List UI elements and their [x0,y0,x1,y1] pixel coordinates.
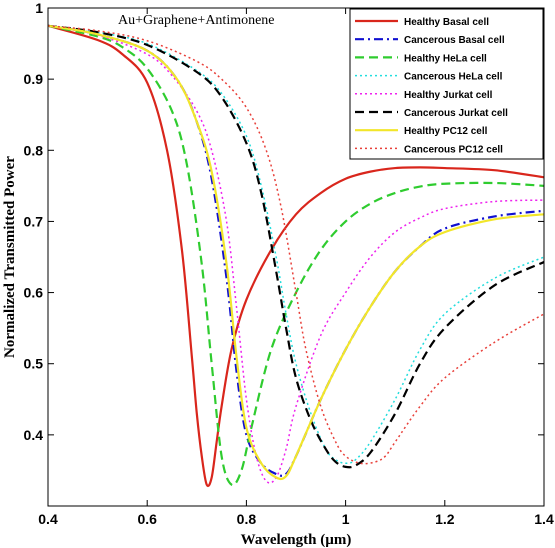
y-tick-label: 1 [35,0,43,16]
plot-frame [47,7,545,507]
series-line-6 [48,24,544,469]
x-tick-label: 1 [342,511,350,527]
series-line-3 [48,24,544,487]
legend-label-6: Cancerous Jurkat cell [404,108,508,119]
legend-label-8: Cancerous PC12 cell [404,144,503,155]
series-line-5 [48,25,544,484]
x-tick-label: 0.8 [237,511,257,527]
legend-label-1: Healthy Basal cell [404,17,489,28]
y-tick-label: 0.8 [24,142,44,158]
series-line-1 [48,24,544,488]
x-axis: 0.4 0.6 0.8 1 1.2 1.4 [38,8,554,527]
legend-label-5: Healthy Jurkat cell [404,90,493,101]
series-line-4 [48,25,544,465]
y-tick-label: 0.5 [24,356,44,372]
x-axis-label: Wavelength (µm) [241,532,352,548]
x-tick-label: 1.2 [435,511,455,527]
legend-label-4: Cancerous HeLa cell [404,72,503,83]
x-tick-label: 1.4 [534,511,554,527]
y-tick-label: 0.4 [24,427,44,443]
y-axis: 0.4 0.5 0.6 0.7 0.8 0.9 1 [24,0,544,443]
y-axis-label: Normalized Transmitted Power [2,156,18,358]
y-tick-label: 0.6 [24,285,44,301]
series-line-8 [48,25,544,465]
chart-annotation: Au+Graphene+Antimonene [118,13,275,28]
x-tick-label: 0.4 [38,511,58,527]
y-tick-label: 0.7 [24,213,44,229]
legend-label-7: Healthy PC12 cell [404,126,488,137]
series-layer [48,24,544,488]
y-tick-label: 0.9 [24,71,44,87]
legend-box [349,8,544,160]
legend-label-2: Cancerous Basal cell [404,35,505,46]
x-tick-label: 0.6 [137,511,157,527]
legend: Healthy Basal cell Cancerous Basal cell He… [349,8,544,160]
legend-label-3: Healthy HeLa cell [404,53,487,64]
series-line-7 [48,24,544,481]
